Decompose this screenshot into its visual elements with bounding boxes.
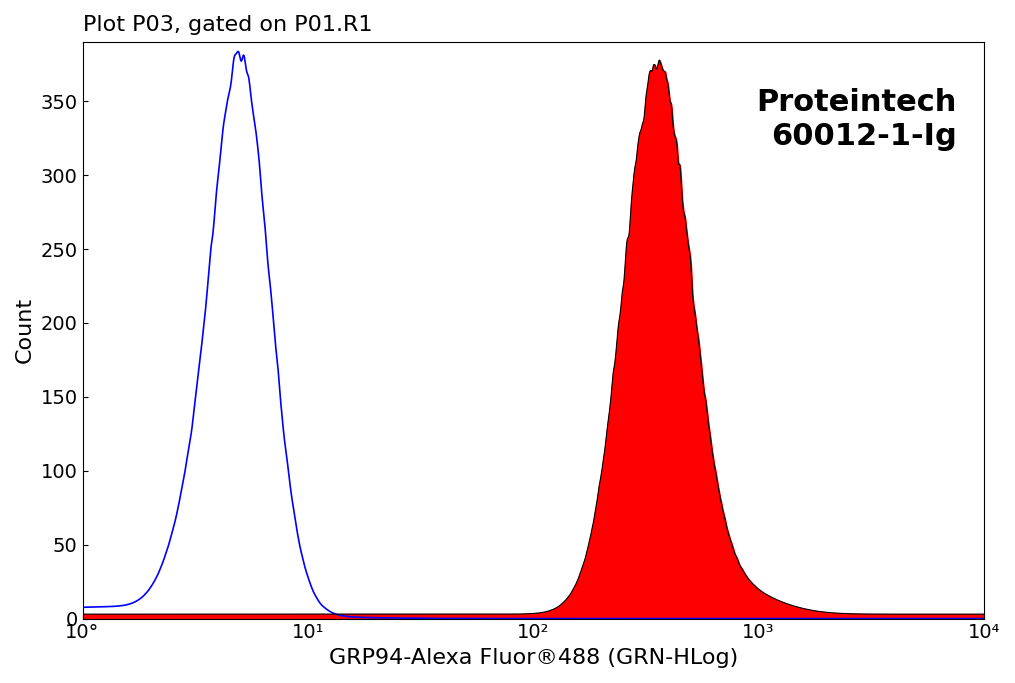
X-axis label: GRP94-Alexa Fluor®488 (GRN-HLog): GRP94-Alexa Fluor®488 (GRN-HLog) [329,648,738,668]
Y-axis label: Count: Count [15,297,35,363]
Text: Plot P03, gated on P01.R1: Plot P03, gated on P01.R1 [82,15,373,35]
Text: Proteintech
60012-1-Ig: Proteintech 60012-1-Ig [756,88,957,151]
